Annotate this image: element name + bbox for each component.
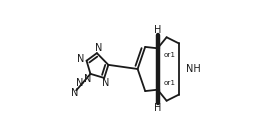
Text: H: H — [154, 103, 161, 113]
Text: H: H — [154, 25, 161, 35]
Text: or1: or1 — [164, 80, 176, 87]
Text: N: N — [76, 79, 83, 88]
Text: NH: NH — [186, 64, 200, 74]
Text: N: N — [77, 54, 85, 64]
Text: N: N — [102, 78, 110, 88]
Text: N: N — [95, 43, 102, 53]
Text: N: N — [84, 74, 91, 84]
Text: N: N — [71, 88, 79, 98]
Text: or1: or1 — [164, 51, 176, 58]
